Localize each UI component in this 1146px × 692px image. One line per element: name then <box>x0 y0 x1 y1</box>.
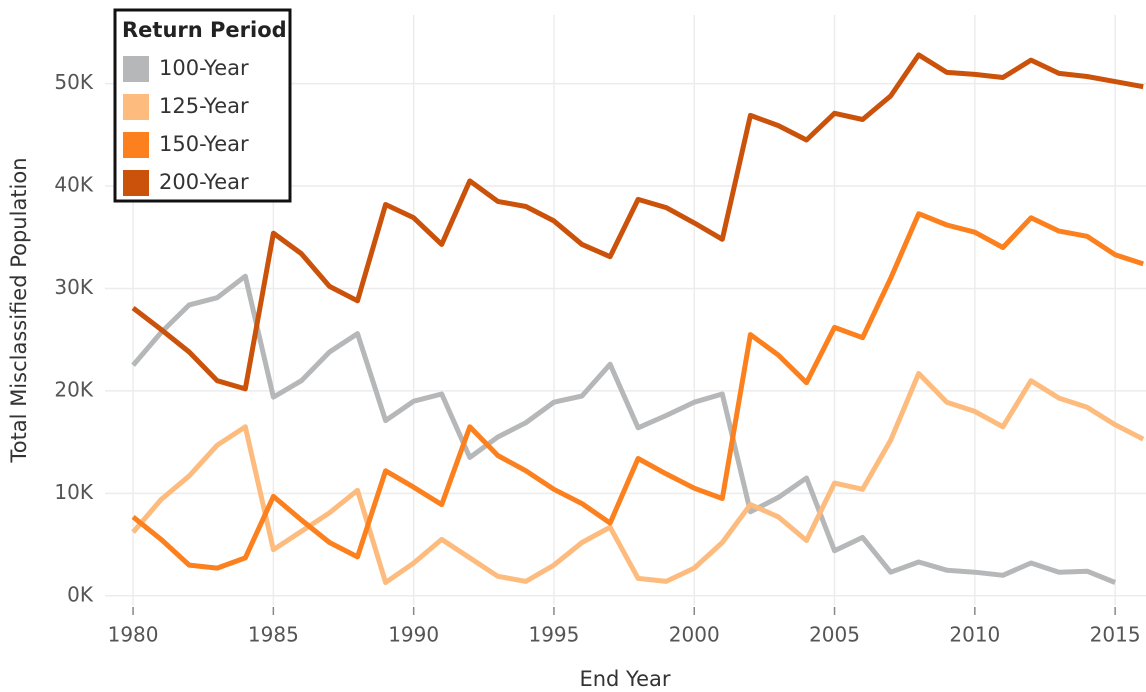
legend-title: Return Period <box>122 18 287 42</box>
legend-label: 125-Year <box>159 94 249 118</box>
legend-swatch <box>123 170 149 196</box>
x-tick-label: 1995 <box>528 623 579 647</box>
x-tick-label: 2005 <box>809 623 860 647</box>
x-tick-label: 2010 <box>949 623 1000 647</box>
y-tick-label: 0K <box>67 582 94 606</box>
legend: Return Period 100-Year 125-Year 150-Year 20… <box>113 8 292 203</box>
x-tick-label: 2000 <box>669 623 720 647</box>
y-tick-label: 30K <box>54 275 93 299</box>
series-line <box>131 273 1117 585</box>
legend-label: 150-Year <box>159 132 249 156</box>
legend-label: 100-Year <box>159 56 249 80</box>
y-tick-label: 20K <box>54 377 93 401</box>
y-tick-label: 10K <box>54 480 93 504</box>
series-line <box>131 52 1144 392</box>
x-tick-label: 1980 <box>108 623 159 647</box>
x-axis-title: End Year <box>579 667 670 691</box>
y-tick-label: 50K <box>54 70 93 94</box>
x-tick-label: 1985 <box>248 623 299 647</box>
legend-label: 200-Year <box>159 170 249 194</box>
lines <box>131 52 1145 585</box>
legend-swatch <box>123 132 149 158</box>
legend-swatch <box>123 94 149 120</box>
y-axis-title: Total Misclassified Population <box>7 157 31 463</box>
legend-swatch <box>123 56 149 82</box>
series-line <box>131 371 1145 585</box>
x-tick-label: 1990 <box>388 623 439 647</box>
x-tick-label: 2015 <box>1090 623 1141 647</box>
series-line <box>131 211 1144 571</box>
y-tick-label: 40K <box>54 173 93 197</box>
